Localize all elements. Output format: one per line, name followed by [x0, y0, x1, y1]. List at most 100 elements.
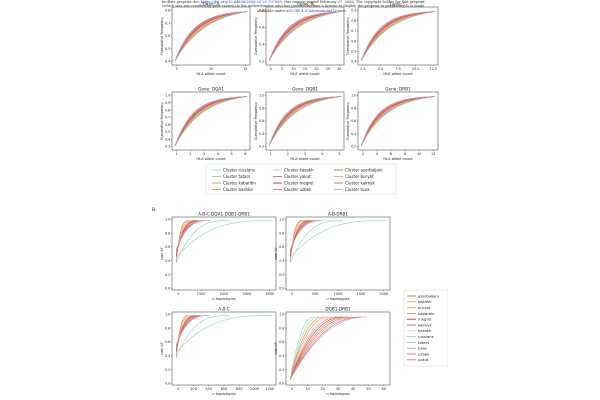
series-uzbek-line	[174, 96, 247, 146]
y-axis-label: cum AF	[160, 247, 164, 260]
x-tick-label: 0	[177, 292, 179, 296]
chart-frame	[357, 91, 439, 151]
x-tick-label: 15	[243, 67, 247, 71]
x-tick-label: 800	[236, 387, 242, 391]
y-tick-label: 0.0	[165, 287, 170, 291]
series-buryat-line	[289, 316, 358, 380]
y-tick-label: 0.4	[165, 60, 170, 64]
y-tick-label: 1.0	[279, 312, 284, 316]
series-yakut-line	[289, 316, 339, 380]
y-tick-label: 0.6	[351, 119, 356, 123]
y-tick-label: 0.6	[165, 123, 170, 127]
series-tuva-line	[175, 220, 211, 250]
chart-title: Gene: DQA1	[198, 87, 224, 92]
preprint-header: bioRxiv preprint doi: https://doi.org/10…	[162, 0, 442, 13]
y-tick-label: 0.9	[351, 9, 356, 13]
x-axis-label: HLA allele count	[290, 72, 320, 76]
y-tick-label: 0.8	[351, 19, 356, 23]
x-axis-label: HLA allele count	[383, 72, 413, 76]
legend-label: russians	[418, 334, 434, 339]
y-axis-label: Cumulative Frequency	[254, 102, 258, 140]
x-tick-label: 60	[382, 387, 386, 391]
chart-title: A-B-C-DQA1-DQB1-DRB1	[198, 212, 250, 217]
x-tick-label: 3	[304, 152, 306, 156]
x-tick-label: 20	[314, 67, 318, 71]
legend-label: Cluster megrel	[284, 180, 314, 185]
y-tick-label: 0.4	[279, 259, 284, 263]
y-tick-label: 0.3	[165, 145, 170, 149]
y-tick-label: 0.6	[279, 245, 284, 249]
x-tick-label: 12.5	[429, 67, 437, 71]
y-tick-label: 1.0	[165, 312, 170, 316]
y-tick-label: 0.8	[165, 326, 170, 330]
x-tick-label: 600	[221, 387, 227, 391]
y-tick-label: 0.8	[165, 231, 170, 235]
doi-link[interactable]: https://doi.org/10.64898/2026.02.23.7070…	[200, 0, 282, 4]
series-tuva-line	[174, 96, 247, 146]
y-tick-label: 0.8	[259, 106, 264, 110]
legend-label: tatars	[418, 340, 429, 345]
series-megrel-line	[289, 316, 343, 380]
license-link[interactable]: CC-BY 4.0 International license	[288, 8, 346, 13]
legend-frame	[403, 289, 448, 367]
legend-label: uzbek	[418, 351, 430, 356]
y-tick-label: 0.6	[165, 34, 170, 38]
x-tick-label: 4	[217, 152, 219, 156]
header-line-1: bioRxiv preprint doi: https://doi.org/10…	[162, 0, 442, 4]
y-tick-label: 0.2	[351, 145, 356, 149]
chart-title: A-B-C	[218, 307, 230, 312]
x-tick-label: 1000	[250, 387, 259, 391]
y-tick-label: 0.8	[165, 9, 170, 13]
x-tick-label: 2	[287, 152, 289, 156]
header-line-3: available under aCC-BY 4.0 International…	[162, 9, 442, 13]
y-tick-label: 0.2	[279, 368, 284, 372]
x-tick-label: 400	[206, 387, 212, 391]
series-tatars-line	[175, 220, 229, 264]
chart-title: Gene: C	[390, 2, 407, 7]
legend-label: yakut	[418, 357, 429, 362]
chart-frame	[357, 6, 439, 66]
y-tick-label: 0.4	[351, 60, 356, 64]
y-tick-label: 1.0	[351, 94, 356, 98]
x-tick-label: 500	[312, 292, 318, 296]
x-axis-label: HLA allele count	[196, 157, 226, 161]
y-tick-label: 1.0	[165, 217, 170, 221]
legend-frame	[205, 163, 397, 195]
x-tick-label: 40	[351, 387, 355, 391]
chart-title: Gene: DRB1	[385, 87, 411, 92]
y-tick-label: 0.7	[165, 21, 170, 25]
legend-label: Cluster azerbaijani	[345, 167, 382, 172]
legend-label: Cluster kazakh	[284, 167, 314, 172]
y-tick-label: 0.5	[165, 47, 170, 51]
x-axis-label: n haplotypes	[212, 392, 235, 396]
y-tick-label: 0.8	[259, 9, 264, 13]
x-tick-label: 6	[390, 152, 392, 156]
series-tatars-line	[175, 315, 229, 359]
y-tick-label: 0.4	[259, 43, 264, 47]
x-tick-label: 8	[404, 152, 406, 156]
x-axis-label: n haplotypes	[212, 297, 235, 301]
x-tick-label: 10	[417, 152, 421, 156]
y-tick-label: 0.6	[351, 39, 356, 43]
chart-title: Gene: B	[297, 2, 314, 7]
y-tick-label: 0.0	[279, 382, 284, 386]
chart-frame	[265, 91, 345, 151]
legend-label: Cluster tuva	[345, 187, 370, 192]
x-tick-label: 4	[376, 152, 378, 156]
legend-label: Cluster russians	[223, 167, 255, 172]
y-tick-label: 0.2	[259, 60, 264, 64]
y-axis-label: cum AF	[274, 247, 278, 260]
series-kalmyk-line	[289, 316, 362, 380]
y-tick-label: 0.8	[165, 108, 170, 112]
x-tick-label: 0	[177, 387, 179, 391]
x-tick-label: 15	[303, 67, 307, 71]
chart-3	[284, 311, 391, 387]
x-tick-label: 10	[291, 67, 295, 71]
chart-title: A-B-DRB1	[328, 212, 349, 217]
x-tick-label: 1000	[334, 292, 343, 296]
y-tick-label: 0.0	[165, 382, 170, 386]
series-russians-line	[289, 316, 315, 380]
x-tick-label: 5	[338, 152, 340, 156]
y-tick-label: 0.5	[351, 50, 356, 54]
x-tick-label: 5	[231, 152, 233, 156]
